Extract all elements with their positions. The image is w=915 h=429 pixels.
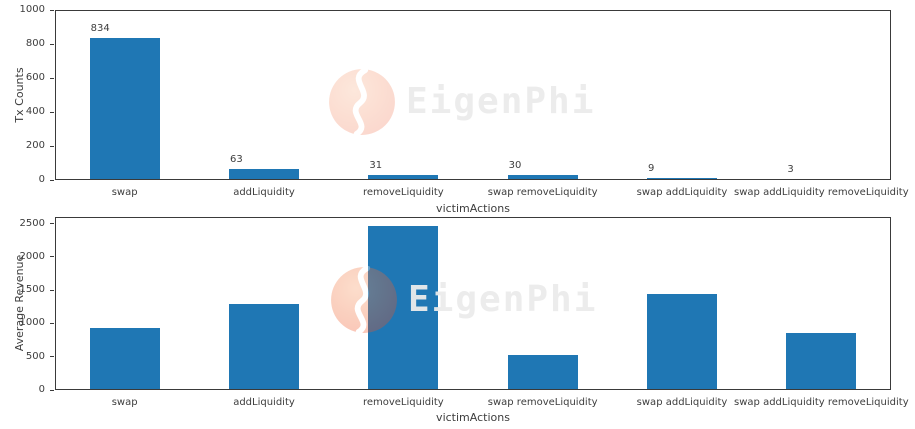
- y-tick-label: 500: [25, 350, 45, 362]
- bar-addLiquidity: [229, 169, 299, 180]
- y-tick-label: 400: [25, 106, 45, 117]
- x-tick-label: swap addLiquidity removeLiquidity: [734, 187, 909, 198]
- bar-swap-addLiquidity-removeLiquidity: [786, 332, 857, 390]
- y-tick-label: 200: [25, 140, 45, 151]
- y-tick-mark: [50, 111, 54, 113]
- x-tick-label: removeLiquidity: [362, 187, 444, 198]
- bar-swap-removeLiquidity: [507, 355, 578, 390]
- y-tick-mark: [50, 179, 54, 181]
- bar-value-label: 3: [787, 164, 794, 176]
- y-tick-mark: [50, 9, 54, 11]
- y-tick-mark: [50, 77, 54, 79]
- y-tick-label: 0: [38, 174, 45, 185]
- y-tick-mark: [50, 145, 54, 147]
- x-tick-label: swap removeLiquidity: [487, 397, 598, 408]
- y-tick-mark: [50, 389, 54, 391]
- x-tick-label: swap addLiquidity: [636, 187, 728, 198]
- bar-swap-removeLiquidity: [507, 174, 578, 180]
- y-tick-label: 1000: [19, 317, 45, 329]
- bar-swap: [89, 38, 160, 180]
- bar-swap-addLiquidity: [647, 293, 717, 390]
- y-axis-title: Tx Counts: [13, 67, 26, 123]
- bar-swap-addLiquidity: [647, 178, 717, 180]
- y-tick-mark: [50, 322, 54, 324]
- y-tick-label: 2500: [19, 217, 45, 229]
- y-tick-label: 600: [25, 72, 45, 83]
- bar-value-label: 63: [230, 154, 243, 166]
- y-axis-title: Average Revenue: [13, 254, 26, 352]
- y-tick-mark: [50, 256, 54, 258]
- bar-swap: [89, 328, 160, 390]
- y-tick-label: 800: [25, 38, 45, 49]
- y-tick-mark: [50, 356, 54, 358]
- y-tick-mark: [50, 289, 54, 291]
- x-tick-label: swap: [111, 187, 138, 198]
- bar-value-label: 31: [369, 159, 383, 171]
- bar-removeLiquidity: [368, 225, 439, 390]
- bar-value-label: 9: [648, 163, 655, 175]
- y-tick-label: 2000: [19, 250, 45, 262]
- bar-value-label: 834: [90, 23, 110, 35]
- x-tick-label: swap addLiquidity: [636, 397, 728, 408]
- bar-addLiquidity: [229, 303, 299, 390]
- y-tick-mark: [50, 43, 54, 45]
- y-tick-label: 1000: [19, 4, 45, 15]
- x-tick-label: addLiquidity: [233, 397, 295, 408]
- x-tick-label: swap addLiquidity removeLiquidity: [734, 397, 909, 408]
- y-tick-mark: [50, 223, 54, 225]
- y-tick-label: 1500: [19, 284, 45, 296]
- x-tick-label: addLiquidity: [233, 187, 295, 198]
- x-tick-label: removeLiquidity: [362, 397, 444, 408]
- plot-area: [55, 217, 891, 390]
- x-tick-label: swap: [111, 397, 138, 408]
- bar-value-label: 30: [508, 159, 522, 171]
- bar-swap-addLiquidity-removeLiquidity: [786, 179, 857, 180]
- y-tick-label: 0: [38, 384, 45, 395]
- x-axis-title: victimActions: [436, 202, 510, 215]
- x-axis-title: victimActions: [436, 411, 510, 424]
- x-tick-label: swap removeLiquidity: [487, 187, 598, 198]
- bar-removeLiquidity: [368, 174, 439, 180]
